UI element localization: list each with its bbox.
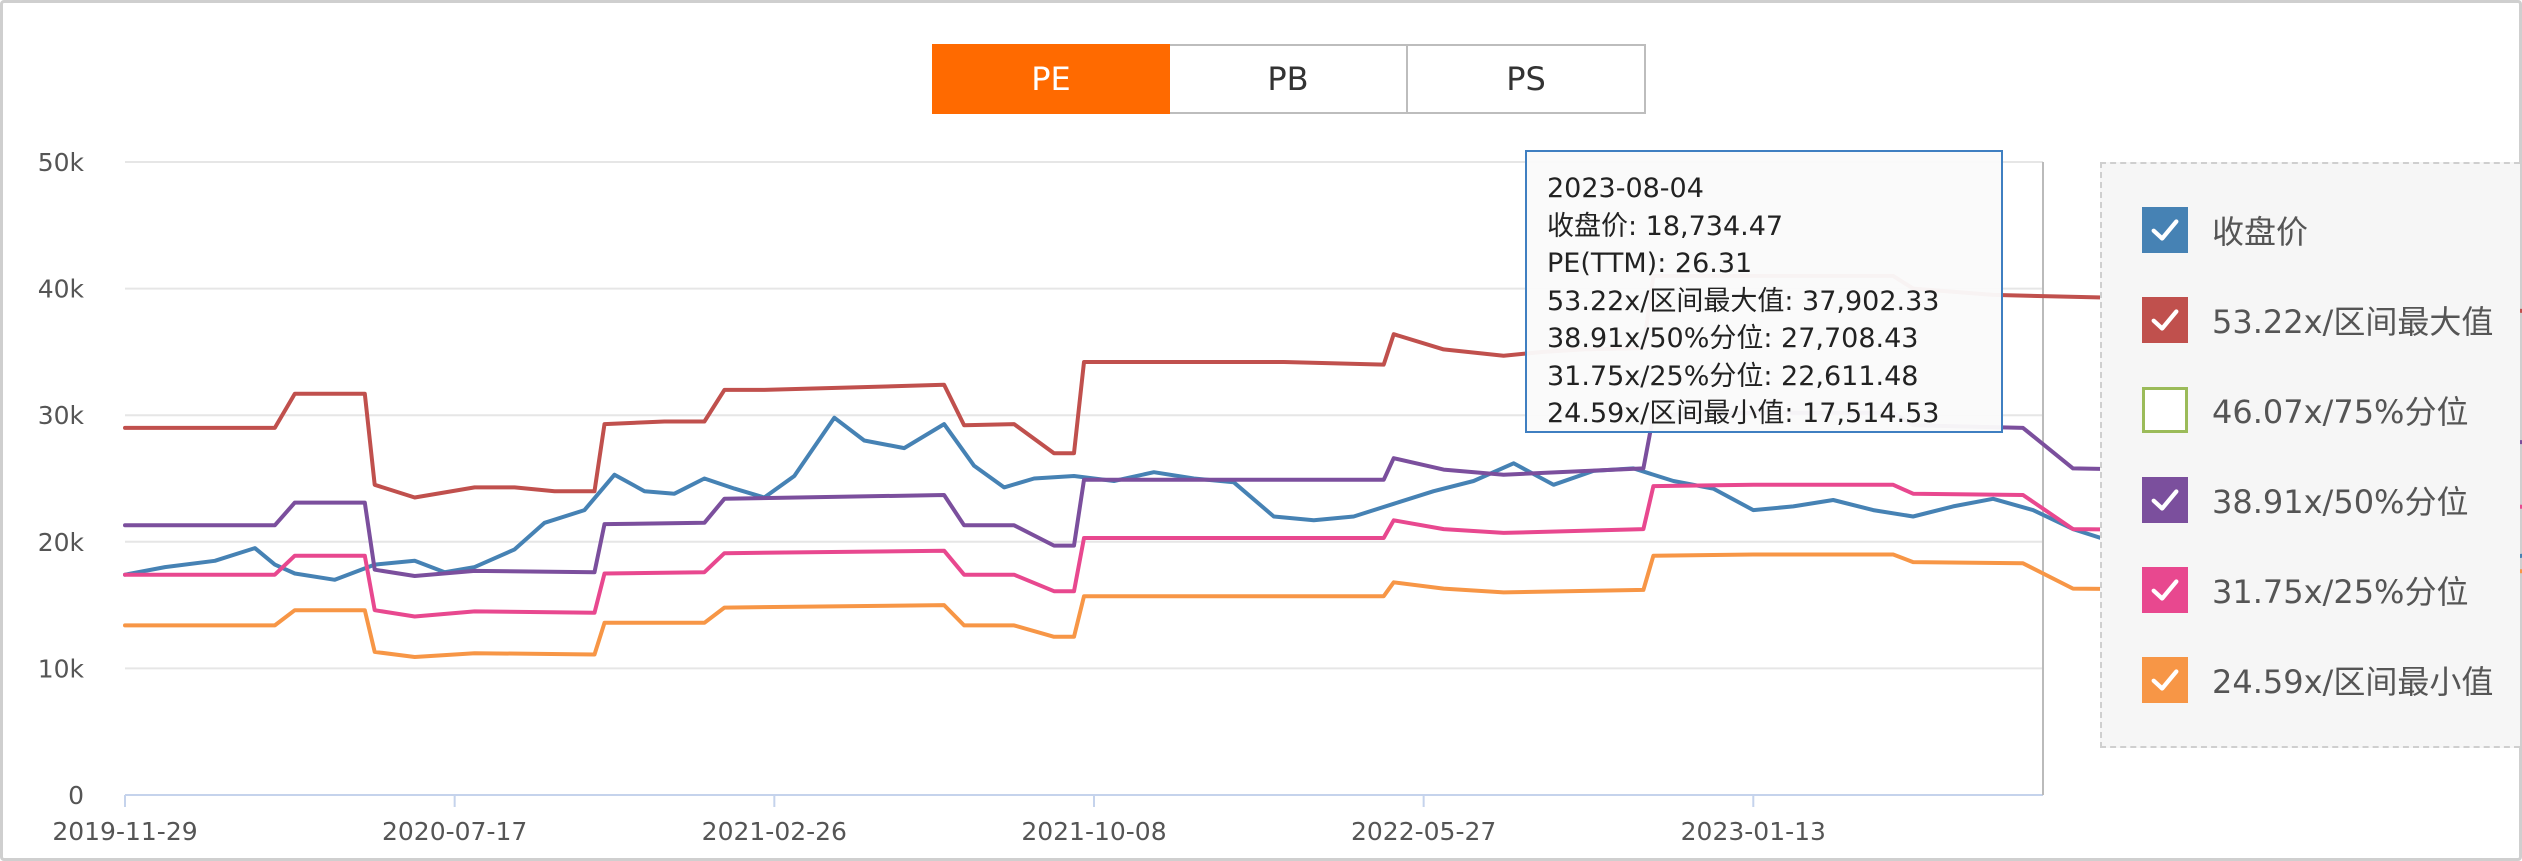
x-tick-label: 2019-11-29 xyxy=(52,817,197,846)
check-icon xyxy=(2151,579,2179,601)
legend-item-max[interactable]: 53.22x/区间最大值 xyxy=(2142,292,2493,348)
legend-item-p25[interactable]: 31.75x/25%分位 xyxy=(2142,562,2468,618)
tooltip-date: 2023-08-04 xyxy=(1547,173,1704,204)
legend-checkbox[interactable] xyxy=(2142,297,2188,343)
axes: 0 10k 20k 30k 40k 50k 2019-11-29 2020-07-17 2021… xyxy=(38,148,2044,846)
tooltip-line: 24.59x/区间最小值: 17,514.53 xyxy=(1547,398,1940,429)
tooltip-line: PE(TTM): 26.31 xyxy=(1547,248,1753,279)
x-tick-label: 2020-07-17 xyxy=(382,817,527,846)
legend-label: 24.59x/区间最小值 xyxy=(2212,663,2494,701)
tab-pe[interactable]: PE xyxy=(932,44,1170,114)
legend-item-p75[interactable]: 46.07x/75%分位 xyxy=(2142,382,2468,438)
legend-checkbox[interactable] xyxy=(2142,207,2188,253)
y-tick-label: 10k xyxy=(38,654,85,683)
metric-tabs: PE PB PS xyxy=(932,44,1646,114)
x-tick-label: 2021-10-08 xyxy=(1021,817,1166,846)
y-tick-label: 20k xyxy=(38,528,85,557)
legend-checkbox[interactable] xyxy=(2142,387,2188,433)
legend-label: 31.75x/25%分位 xyxy=(2212,573,2469,611)
y-tick-label: 0 xyxy=(68,781,84,810)
tooltip-line: 53.22x/区间最大值: 37,902.33 xyxy=(1547,285,1940,317)
legend-item-p50[interactable]: 38.91x/50%分位 xyxy=(2142,472,2468,528)
legend-label: 收盘价 xyxy=(2212,213,2309,251)
check-icon xyxy=(2151,489,2179,511)
legend-label: 38.91x/50%分位 xyxy=(2212,483,2469,521)
tooltip: 2023-08-04 收盘价: 18,734.47 PE(TTM): 26.31… xyxy=(1525,150,2003,433)
legend-checkbox[interactable] xyxy=(2142,477,2188,523)
x-tick-label: 2023-01-13 xyxy=(1681,817,1826,846)
tab-ps[interactable]: PS xyxy=(1408,44,1646,114)
series-line xyxy=(123,552,2522,659)
x-tick-label: 2022-05-27 xyxy=(1351,817,1496,846)
legend-item-min[interactable]: 24.59x/区间最小值 xyxy=(2142,652,2493,708)
series-line xyxy=(123,410,2522,578)
tab-pb[interactable]: PB xyxy=(1170,44,1408,114)
check-icon xyxy=(2151,669,2179,691)
legend: 收盘价 53.22x/区间最大值 46.07x/75%分位 38.91x/50%… xyxy=(2100,162,2520,748)
y-tick-label: 40k xyxy=(38,275,85,304)
check-icon xyxy=(2151,219,2179,241)
series-line xyxy=(123,482,2522,619)
x-tick-label: 2021-02-26 xyxy=(702,817,847,846)
tooltip-line: 38.91x/50%分位: 27,708.43 xyxy=(1547,323,1919,354)
tooltip-line: 收盘价: 18,734.47 xyxy=(1547,210,1784,242)
legend-label: 53.22x/区间最大值 xyxy=(2212,303,2494,341)
legend-label: 46.07x/75%分位 xyxy=(2212,393,2469,431)
check-icon xyxy=(2151,309,2179,331)
legend-checkbox[interactable] xyxy=(2142,567,2188,613)
y-tick-label: 30k xyxy=(38,401,85,430)
legend-item-close-price[interactable]: 收盘价 xyxy=(2142,202,2308,258)
tooltip-line: 31.75x/25%分位: 22,611.48 xyxy=(1547,360,1919,392)
y-tick-label: 50k xyxy=(38,148,85,177)
legend-checkbox[interactable] xyxy=(2142,657,2188,703)
